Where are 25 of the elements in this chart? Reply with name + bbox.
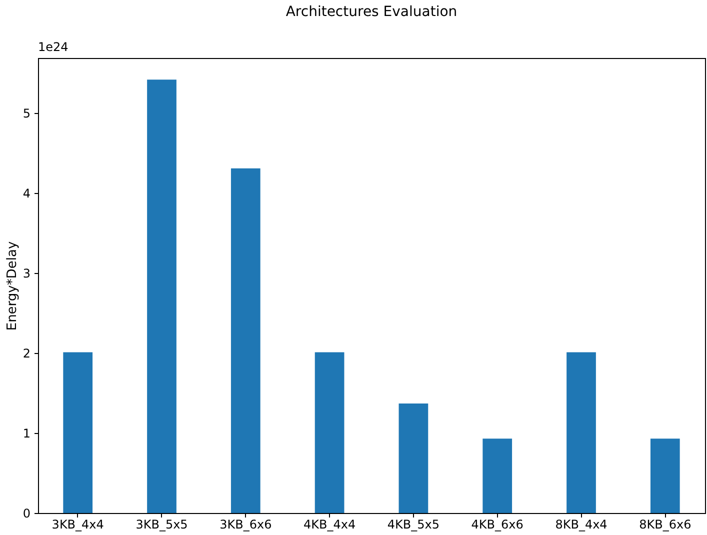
y-tick-label: 4 xyxy=(22,186,30,201)
bar xyxy=(230,168,260,513)
y-tick-label: 0 xyxy=(22,506,30,520)
y-tick-label: 5 xyxy=(22,106,30,121)
bar xyxy=(398,403,428,513)
bar xyxy=(63,352,93,513)
bar xyxy=(314,352,344,513)
x-tick-label: 3KB_5x5 xyxy=(136,518,188,532)
y-tick-label: 1 xyxy=(22,426,30,441)
x-tick-label: 3KB_4x4 xyxy=(52,518,104,532)
x-tick-label: 8KB_6x6 xyxy=(639,518,692,532)
text: 1e24 xyxy=(38,40,68,54)
chart-title: Architectures Evaluation xyxy=(286,4,458,20)
bar xyxy=(566,352,596,513)
x-tick-label: 4KB_4x4 xyxy=(303,518,356,532)
x-tick-label: 4KB_5x5 xyxy=(387,518,440,532)
y-axis-title: Energy*Delay xyxy=(4,241,20,331)
x-tick-label: 4KB_6x6 xyxy=(471,518,524,532)
bar xyxy=(147,80,176,513)
bar xyxy=(650,438,680,513)
y-tick-label: 2 xyxy=(22,346,30,361)
x-tick-label: 8KB_4x4 xyxy=(555,518,608,532)
y-tick-label: 3 xyxy=(22,266,30,281)
x-tick-label: 3KB_6x6 xyxy=(220,518,272,532)
bar xyxy=(482,438,512,513)
